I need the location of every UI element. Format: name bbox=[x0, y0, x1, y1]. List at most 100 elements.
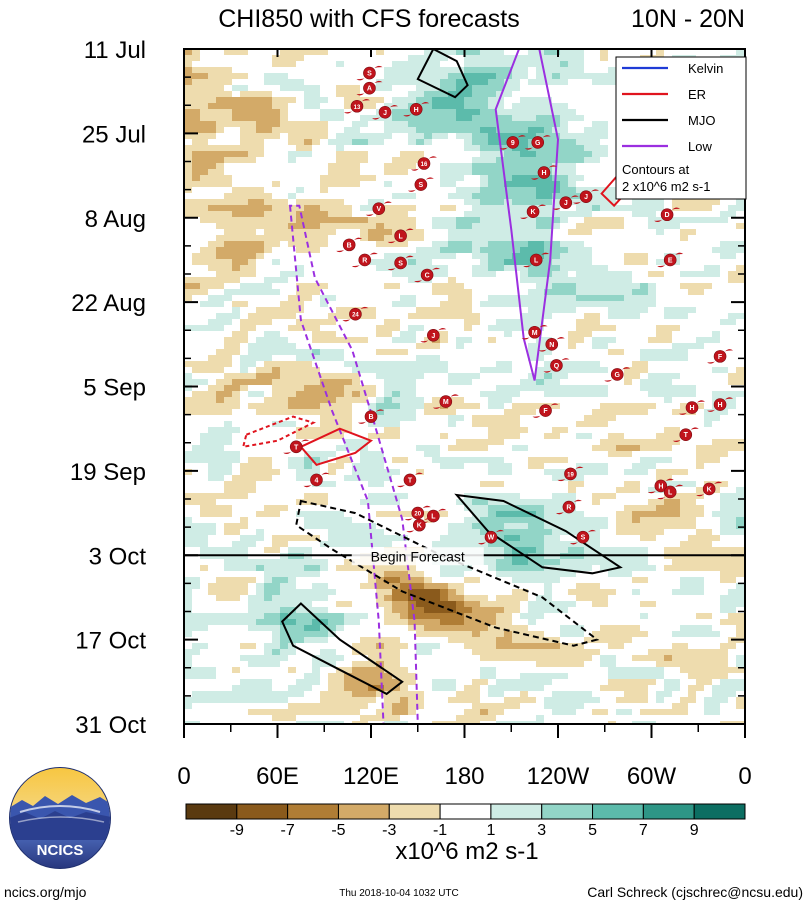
field-cell bbox=[248, 331, 257, 338]
field-cell bbox=[680, 457, 689, 464]
field-cell bbox=[512, 301, 521, 308]
field-cell bbox=[344, 259, 353, 266]
field-cell bbox=[272, 457, 281, 464]
field-cell bbox=[352, 175, 361, 182]
field-cell bbox=[656, 289, 665, 296]
field-cell bbox=[464, 247, 473, 254]
field-cell bbox=[560, 337, 569, 344]
field-cell bbox=[360, 415, 369, 422]
field-cell bbox=[624, 253, 633, 260]
field-cell bbox=[560, 217, 569, 224]
field-cell bbox=[640, 217, 649, 224]
field-cell bbox=[272, 121, 281, 128]
field-cell bbox=[312, 253, 321, 260]
field-cell bbox=[544, 457, 553, 464]
field-cell bbox=[208, 211, 217, 218]
field-cell bbox=[472, 67, 481, 74]
field-cell bbox=[480, 307, 489, 314]
field-cell bbox=[224, 319, 233, 326]
field-cell bbox=[312, 343, 321, 350]
field-cell bbox=[432, 115, 441, 122]
field-cell bbox=[288, 85, 297, 92]
field-cell bbox=[240, 49, 249, 56]
field-cell bbox=[520, 463, 529, 470]
field-cell bbox=[488, 121, 497, 128]
field-cell bbox=[648, 283, 657, 290]
field-cell bbox=[472, 295, 481, 302]
field-cell bbox=[608, 199, 617, 206]
field-cell bbox=[472, 259, 481, 266]
field-cell bbox=[536, 283, 545, 290]
field-cell bbox=[376, 307, 385, 314]
field-cell bbox=[376, 337, 385, 344]
field-cell bbox=[680, 379, 689, 386]
field-cell bbox=[560, 85, 569, 92]
field-cell bbox=[192, 133, 201, 140]
field-cell bbox=[736, 205, 745, 212]
field-cell bbox=[432, 139, 441, 146]
field-cell bbox=[408, 91, 417, 98]
field-cell bbox=[392, 187, 401, 194]
field-cell bbox=[664, 463, 673, 470]
field-cell bbox=[472, 253, 481, 260]
field-cell bbox=[456, 373, 465, 380]
field-cell bbox=[648, 199, 657, 206]
field-cell bbox=[296, 253, 305, 260]
field-cell bbox=[696, 457, 705, 464]
field-cell bbox=[336, 229, 345, 236]
field-cell bbox=[704, 295, 713, 302]
field-cell bbox=[600, 367, 609, 374]
field-cell bbox=[696, 313, 705, 320]
field-cell bbox=[256, 247, 265, 254]
field-cell bbox=[472, 289, 481, 296]
field-cell bbox=[672, 427, 681, 434]
field-cell bbox=[448, 121, 457, 128]
field-cell bbox=[336, 247, 345, 254]
field-cell bbox=[632, 421, 641, 428]
field-cell bbox=[344, 127, 353, 134]
field-cell bbox=[560, 403, 569, 410]
field-cell bbox=[512, 205, 521, 212]
field-cell bbox=[440, 187, 449, 194]
field-cell bbox=[280, 337, 289, 344]
field-cell bbox=[264, 115, 273, 122]
field-cell bbox=[336, 223, 345, 230]
field-cell bbox=[216, 385, 225, 392]
field-cell bbox=[216, 61, 225, 68]
field-cell bbox=[384, 379, 393, 386]
field-cell bbox=[536, 151, 545, 158]
field-cell bbox=[688, 331, 697, 338]
field-cell bbox=[224, 361, 233, 368]
field-cell bbox=[432, 349, 441, 356]
field-cell bbox=[456, 187, 465, 194]
field-cell bbox=[424, 433, 433, 440]
field-cell bbox=[552, 409, 561, 416]
field-cell bbox=[480, 223, 489, 230]
field-cell bbox=[584, 187, 593, 194]
field-cell bbox=[320, 331, 329, 338]
field-cell bbox=[192, 421, 201, 428]
field-cell bbox=[344, 121, 353, 128]
field-cell bbox=[424, 199, 433, 206]
field-cell bbox=[232, 271, 241, 278]
field-cell bbox=[680, 49, 689, 56]
field-cell bbox=[272, 433, 281, 440]
field-cell bbox=[568, 115, 577, 122]
field-cell bbox=[704, 229, 713, 236]
field-cell bbox=[720, 391, 729, 398]
field-cell bbox=[344, 175, 353, 182]
field-cell bbox=[272, 253, 281, 260]
field-cell bbox=[632, 205, 641, 212]
field-cell bbox=[200, 331, 209, 338]
field-cell bbox=[688, 229, 697, 236]
field-cell bbox=[616, 235, 625, 242]
field-cell bbox=[472, 151, 481, 158]
field-cell bbox=[368, 451, 377, 458]
field-cell bbox=[248, 403, 257, 410]
field-cell bbox=[720, 283, 729, 290]
field-cell bbox=[472, 145, 481, 152]
field-cell bbox=[632, 433, 641, 440]
field-cell bbox=[592, 61, 601, 68]
field-cell bbox=[632, 373, 641, 380]
field-cell bbox=[360, 331, 369, 338]
